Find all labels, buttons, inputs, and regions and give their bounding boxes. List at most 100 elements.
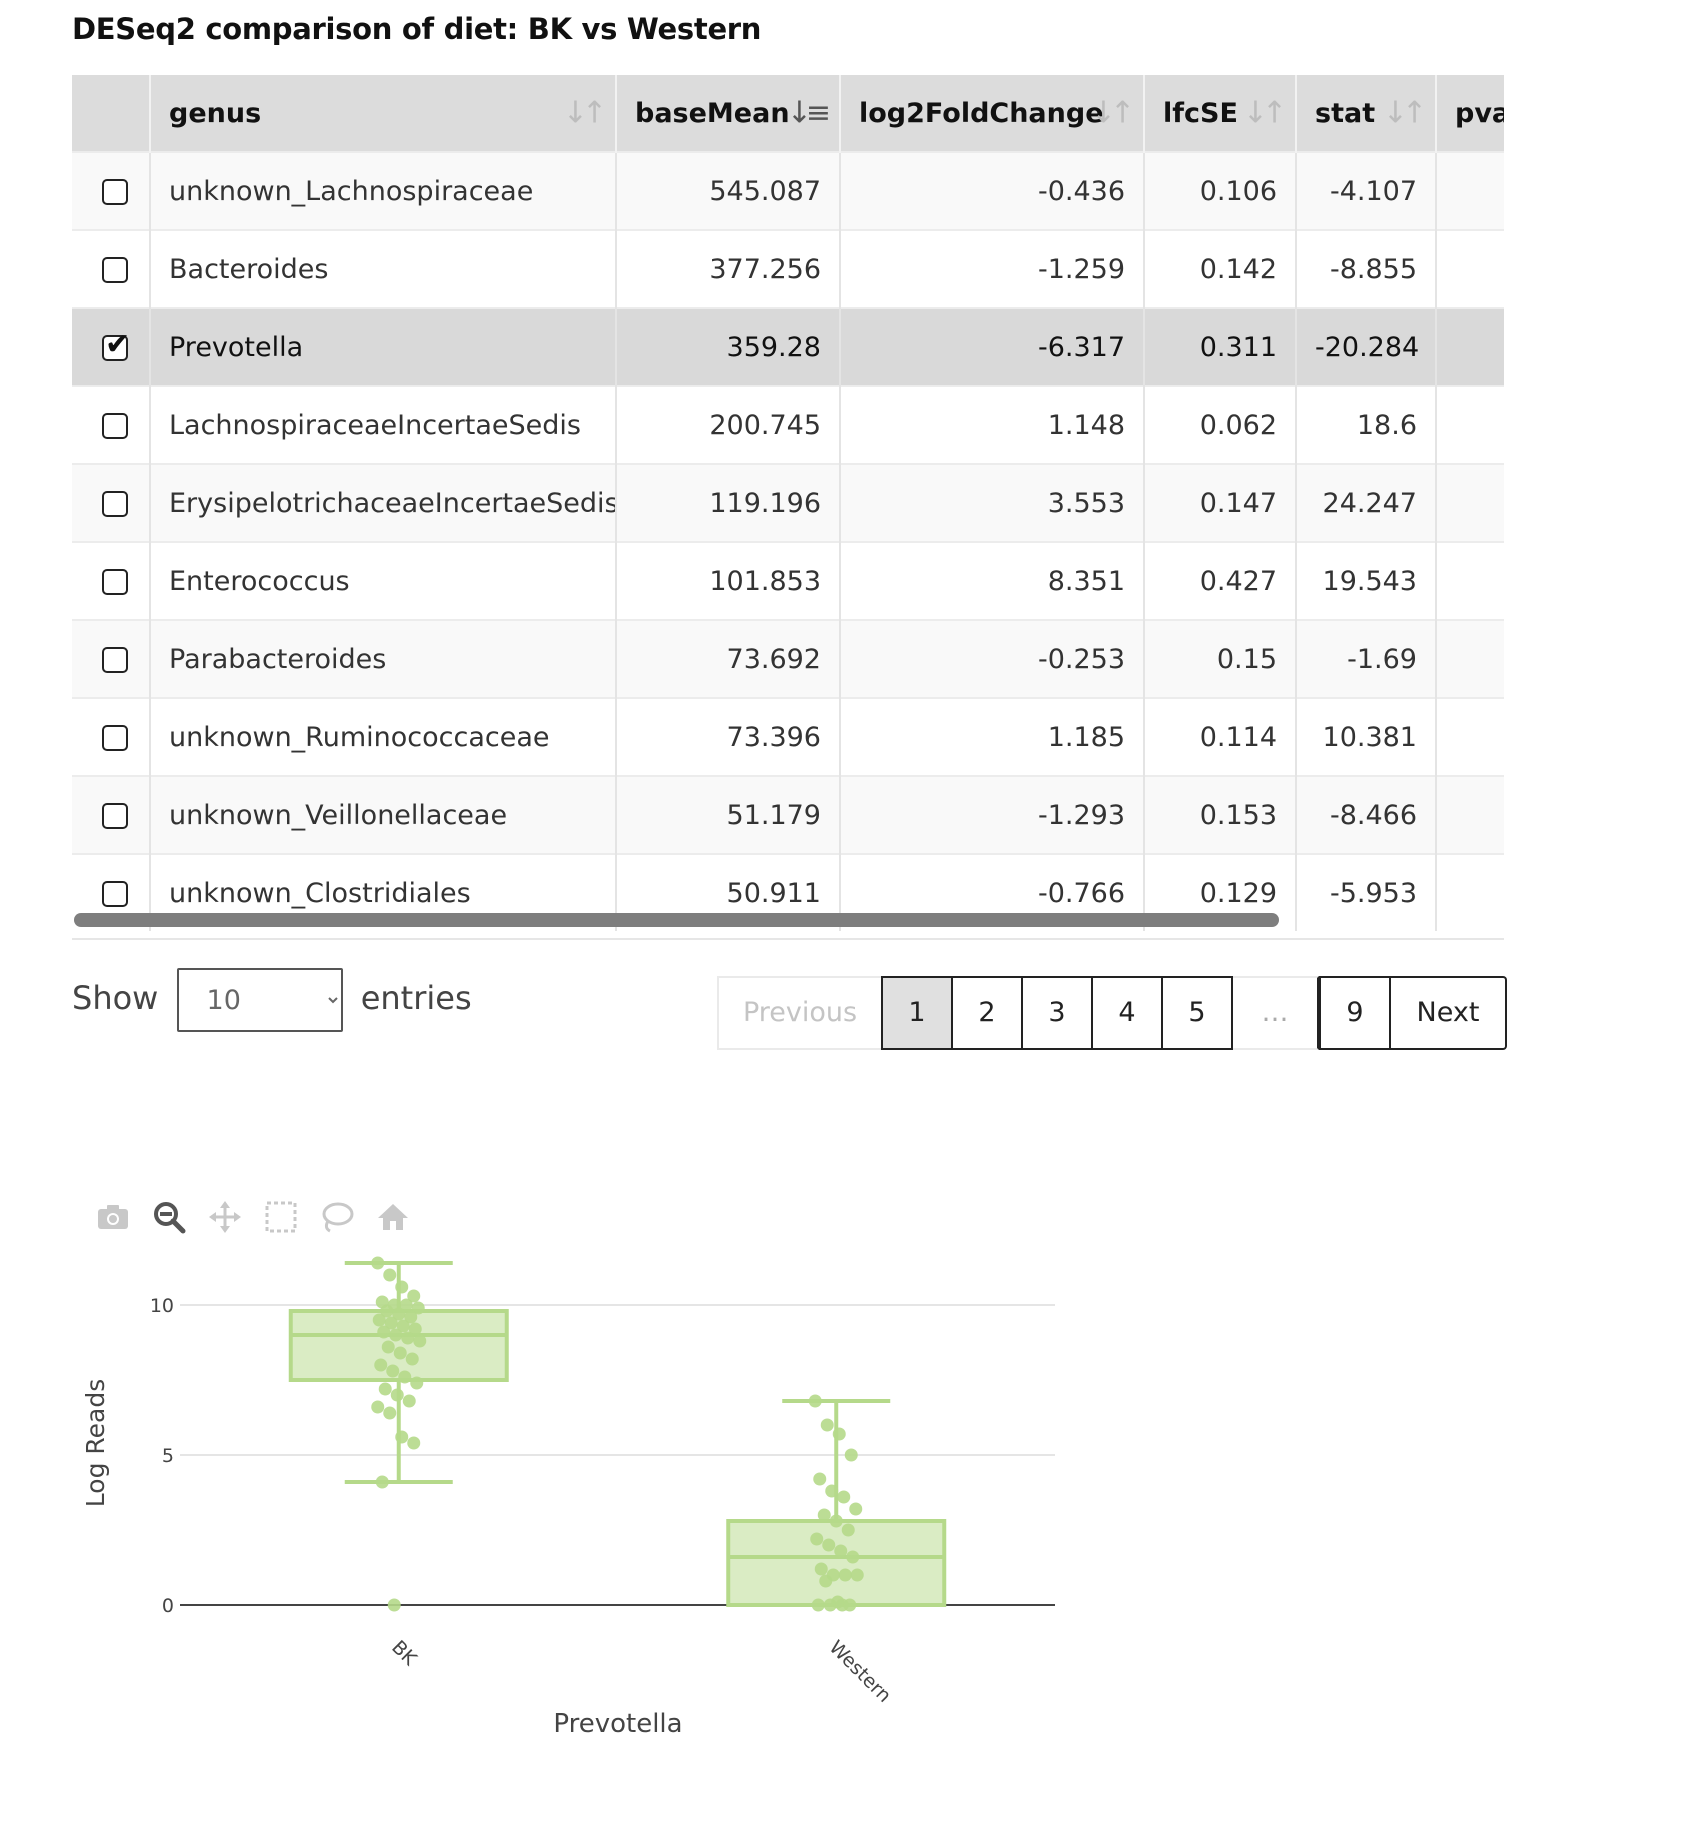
column-header-pvalue[interactable]: pva bbox=[1436, 75, 1504, 152]
data-point bbox=[823, 1598, 837, 1612]
home-icon[interactable] bbox=[376, 1200, 410, 1234]
pvalue-cell bbox=[1436, 385, 1504, 464]
data-point bbox=[377, 1325, 391, 1339]
data-point bbox=[850, 1568, 864, 1582]
data-point bbox=[410, 1376, 424, 1390]
data-point bbox=[396, 1319, 410, 1333]
stat-cell: 10.381 bbox=[1296, 697, 1437, 776]
row-select-cell bbox=[72, 541, 151, 620]
page-button-5[interactable]: 5 bbox=[1163, 976, 1233, 1050]
x-tick-label: Western bbox=[825, 1636, 896, 1707]
row-checkbox[interactable] bbox=[102, 881, 128, 907]
box-select-icon[interactable] bbox=[264, 1200, 298, 1234]
basemean-cell: 545.087 bbox=[616, 151, 841, 230]
table-row[interactable]: unknown_Veillonellaceae 51.179 -1.293 0.153… bbox=[72, 775, 1504, 854]
next-button[interactable]: Next bbox=[1391, 976, 1507, 1050]
data-point bbox=[844, 1448, 858, 1462]
column-header-stat[interactable]: stat ↓↑ bbox=[1296, 75, 1437, 152]
y-tick-label: 0 bbox=[162, 1595, 174, 1617]
row-select-cell bbox=[72, 619, 151, 698]
select-column-header bbox=[72, 75, 151, 152]
entries-per-page-select[interactable]: 10 bbox=[176, 968, 343, 1032]
column-header-genus[interactable]: genus ↓↑ bbox=[150, 75, 617, 152]
y-tick-label: 10 bbox=[150, 1295, 174, 1317]
row-checkbox[interactable] bbox=[102, 413, 128, 439]
table-row[interactable]: unknown_Lachnospiraceae 545.087 -0.436 0.10… bbox=[72, 151, 1504, 230]
pvalue-cell bbox=[1436, 463, 1504, 542]
row-checkbox[interactable] bbox=[102, 803, 128, 829]
row-select-cell bbox=[72, 463, 151, 542]
data-point bbox=[822, 1538, 836, 1552]
boxplot-series bbox=[288, 1256, 947, 1612]
stat-cell: -8.855 bbox=[1296, 229, 1437, 308]
row-checkbox[interactable] bbox=[102, 327, 130, 362]
column-header-log2foldchange[interactable]: log2FoldChange ↓↑ bbox=[840, 75, 1145, 152]
page-button-3[interactable]: 3 bbox=[1023, 976, 1093, 1050]
lasso-select-icon[interactable] bbox=[320, 1200, 354, 1234]
lfcse-cell: 0.114 bbox=[1144, 697, 1297, 776]
show-label: Show bbox=[72, 979, 159, 1017]
table-row[interactable]: Enterococcus 101.853 8.351 0.427 19.543 bbox=[72, 541, 1504, 620]
pvalue-cell bbox=[1436, 229, 1504, 308]
data-point bbox=[390, 1388, 404, 1402]
row-checkbox[interactable] bbox=[102, 725, 128, 751]
data-point bbox=[837, 1490, 851, 1504]
stat-cell: -5.953 bbox=[1296, 853, 1437, 931]
row-checkbox[interactable] bbox=[102, 491, 128, 517]
table-row[interactable]: Bacteroides 377.256 -1.259 0.142 -8.855 bbox=[72, 229, 1504, 308]
data-point bbox=[810, 1532, 824, 1546]
x-tick-label: BK bbox=[387, 1636, 421, 1670]
log2foldchange-cell: -6.317 bbox=[840, 307, 1145, 386]
log2foldchange-cell: 1.148 bbox=[840, 385, 1145, 464]
log2foldchange-cell: -1.293 bbox=[840, 775, 1145, 854]
pagination: Previous 1 2 3 4 5 … 9 Next bbox=[717, 976, 1507, 1050]
log2foldchange-cell: -0.253 bbox=[840, 619, 1145, 698]
column-header-lfcse[interactable]: lfcSE ↓↑ bbox=[1144, 75, 1297, 152]
genus-cell: Prevotella bbox=[150, 307, 617, 386]
pan-icon[interactable] bbox=[208, 1200, 242, 1234]
previous-button[interactable]: Previous bbox=[717, 976, 881, 1050]
data-point bbox=[825, 1484, 839, 1498]
page-button-9[interactable]: 9 bbox=[1319, 976, 1391, 1050]
data-point bbox=[407, 1289, 421, 1303]
data-point bbox=[383, 1406, 397, 1420]
horizontal-scrollbar[interactable] bbox=[74, 913, 1279, 927]
data-point bbox=[846, 1550, 860, 1564]
data-point bbox=[849, 1502, 863, 1516]
sort-both-icon: ↓↑ bbox=[562, 95, 607, 131]
x-axis-title: Prevotella bbox=[553, 1709, 682, 1739]
data-point bbox=[813, 1472, 827, 1486]
page-button-1[interactable]: 1 bbox=[881, 976, 953, 1050]
data-point bbox=[814, 1562, 828, 1576]
camera-icon[interactable] bbox=[96, 1200, 130, 1234]
table-row[interactable]: ErysipelotrichaceaeIncertaeSedis 119.196 3… bbox=[72, 463, 1504, 542]
data-point bbox=[383, 1268, 397, 1282]
data-point bbox=[374, 1358, 388, 1372]
basemean-cell: 73.396 bbox=[616, 697, 841, 776]
data-point bbox=[371, 1256, 385, 1270]
genus-cell: unknown_Lachnospiraceae bbox=[150, 151, 617, 230]
table-row[interactable]: unknown_Ruminococcaceae 73.396 1.185 0.114 1… bbox=[72, 697, 1504, 776]
row-select-cell bbox=[72, 151, 151, 230]
row-checkbox[interactable] bbox=[102, 647, 128, 673]
zoom-icon[interactable] bbox=[152, 1200, 186, 1234]
row-checkbox[interactable] bbox=[102, 179, 128, 205]
data-point bbox=[371, 1400, 385, 1414]
stat-cell: -8.466 bbox=[1296, 775, 1437, 854]
data-point bbox=[378, 1382, 392, 1396]
pvalue-cell bbox=[1436, 697, 1504, 776]
page-title: DESeq2 comparison of diet: BK vs Western bbox=[72, 12, 762, 46]
sort-both-icon: ↓↑ bbox=[1090, 95, 1135, 131]
results-table-container: genus ↓↑ baseMean ↓≡ log2FoldChange ↓↑ l… bbox=[72, 75, 1504, 940]
page-button-4[interactable]: 4 bbox=[1093, 976, 1163, 1050]
lfcse-cell: 0.142 bbox=[1144, 229, 1297, 308]
row-checkbox[interactable] bbox=[102, 569, 128, 595]
column-header-basemean[interactable]: baseMean ↓≡ bbox=[616, 75, 841, 152]
table-row[interactable]: Parabacteroides 73.692 -0.253 0.15 -1.69 bbox=[72, 619, 1504, 698]
y-tick-label: 5 bbox=[162, 1445, 174, 1467]
table-row[interactable]: LachnospiraceaeIncertaeSedis 200.745 1.148… bbox=[72, 385, 1504, 464]
row-checkbox[interactable] bbox=[102, 257, 128, 283]
genus-cell: unknown_Veillonellaceae bbox=[150, 775, 617, 854]
page-button-2[interactable]: 2 bbox=[953, 976, 1023, 1050]
